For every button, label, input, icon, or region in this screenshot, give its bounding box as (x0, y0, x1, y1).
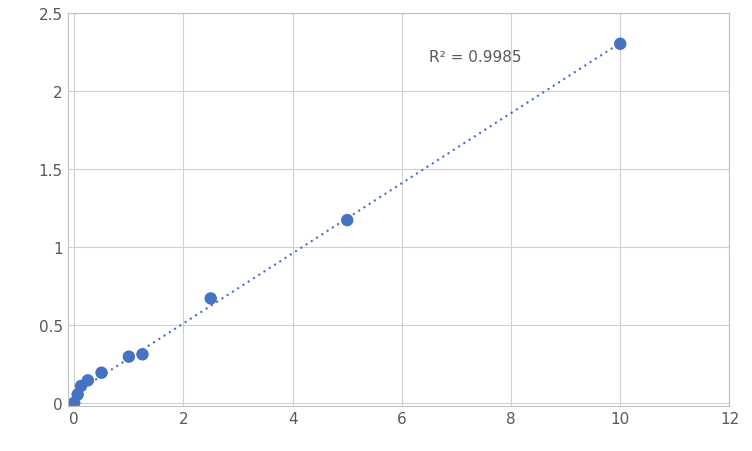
Point (75, 382, 87, 390)
Point (205, 295, 217, 302)
Point (96, 369, 108, 377)
Point (341, 217, 353, 224)
Point (614, 41, 626, 48)
Point (71, 391, 83, 398)
Point (136, 351, 148, 358)
Point (123, 353, 135, 360)
Point (82, 377, 94, 384)
Point (68, 399, 80, 406)
Text: R² = 0.9985: R² = 0.9985 (429, 50, 522, 65)
